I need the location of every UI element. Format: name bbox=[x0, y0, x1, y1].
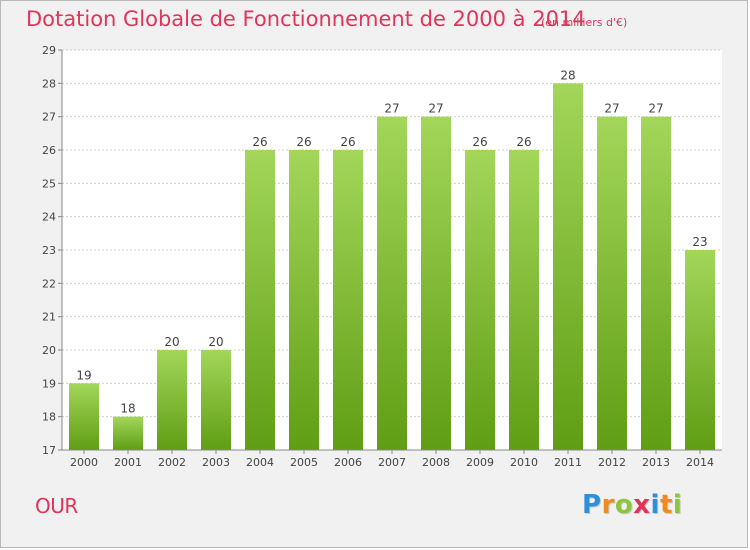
bar-2011 bbox=[553, 83, 583, 450]
chart-title: Dotation Globale de Fonctionnement de 20… bbox=[26, 7, 586, 31]
y-tick-label: 29 bbox=[42, 44, 56, 57]
data-label-2010: 26 bbox=[516, 135, 531, 149]
bar-2013 bbox=[641, 116, 671, 451]
data-label-2001: 18 bbox=[120, 402, 135, 416]
proxiti-logo[interactable]: Proxiti bbox=[582, 490, 683, 520]
commune-name: OUR bbox=[35, 494, 78, 518]
x-tick-label-2003: 2003 bbox=[202, 456, 230, 469]
bar-2014 bbox=[685, 250, 715, 450]
data-label-2003: 20 bbox=[208, 335, 223, 349]
x-tick-label-2001: 2001 bbox=[114, 456, 142, 469]
bar-2004 bbox=[245, 150, 275, 450]
x-tick-label-2010: 2010 bbox=[510, 456, 538, 469]
x-tick-label-2002: 2002 bbox=[158, 456, 186, 469]
y-tick-label: 21 bbox=[42, 311, 56, 324]
bar-2007 bbox=[377, 116, 407, 451]
x-tick-label-2013: 2013 bbox=[642, 456, 670, 469]
data-label-2000: 19 bbox=[76, 368, 91, 382]
x-tick-label-2004: 2004 bbox=[246, 456, 274, 469]
bar-2005 bbox=[289, 150, 319, 450]
y-tick-label: 22 bbox=[42, 277, 56, 290]
x-tick-label-2007: 2007 bbox=[378, 456, 406, 469]
x-tick-label-2000: 2000 bbox=[70, 456, 98, 469]
bar-2002 bbox=[157, 350, 187, 450]
data-label-2006: 26 bbox=[340, 135, 355, 149]
y-tick-label: 25 bbox=[42, 177, 56, 190]
y-tick-label: 20 bbox=[42, 344, 56, 357]
bar-2006 bbox=[333, 150, 363, 450]
data-label-2014: 23 bbox=[692, 235, 707, 249]
data-label-2011: 28 bbox=[560, 68, 575, 82]
x-tick-label-2008: 2008 bbox=[422, 456, 450, 469]
x-tick-label-2009: 2009 bbox=[466, 456, 494, 469]
data-label-2005: 26 bbox=[296, 135, 311, 149]
bar-2001 bbox=[113, 416, 143, 450]
x-tick-label-2006: 2006 bbox=[334, 456, 362, 469]
y-tick-label: 19 bbox=[42, 377, 56, 390]
chart-subtitle: (en milliers d'€) bbox=[541, 16, 628, 29]
y-tick-label: 18 bbox=[42, 411, 56, 424]
bar-2008 bbox=[421, 116, 451, 451]
y-tick-label: 28 bbox=[42, 77, 56, 90]
x-tick-label-2011: 2011 bbox=[554, 456, 582, 469]
data-label-2007: 27 bbox=[384, 102, 399, 116]
x-tick-label-2012: 2012 bbox=[598, 456, 626, 469]
bar-2009 bbox=[465, 150, 495, 450]
y-tick-label: 17 bbox=[42, 444, 56, 457]
bar-2003 bbox=[201, 350, 231, 450]
bar-2000 bbox=[69, 383, 99, 450]
data-label-2002: 20 bbox=[164, 335, 179, 349]
data-label-2013: 27 bbox=[648, 102, 663, 116]
x-tick-label-2005: 2005 bbox=[290, 456, 318, 469]
data-label-2012: 27 bbox=[604, 102, 619, 116]
y-tick-label: 23 bbox=[42, 244, 56, 257]
bar-2012 bbox=[597, 116, 627, 451]
y-tick-label: 26 bbox=[42, 144, 56, 157]
y-tick-label: 24 bbox=[42, 211, 56, 224]
data-label-2008: 27 bbox=[428, 102, 443, 116]
x-tick-label-2014: 2014 bbox=[686, 456, 714, 469]
bar-2010 bbox=[509, 150, 539, 450]
data-label-2004: 26 bbox=[252, 135, 267, 149]
y-tick-label: 27 bbox=[42, 111, 56, 124]
data-label-2009: 26 bbox=[472, 135, 487, 149]
